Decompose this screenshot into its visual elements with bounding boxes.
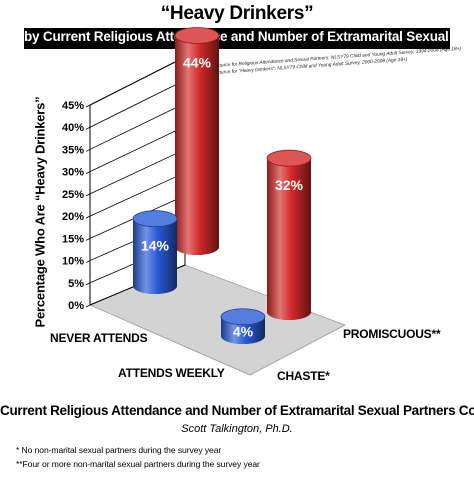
- y-tick: [85, 104, 91, 108]
- gridline: [89, 149, 186, 195]
- y-tick-label: 30%: [62, 167, 84, 179]
- chart-subtitle: by Current Religious Attendance and Numb…: [24, 29, 474, 44]
- bar-bottom-rim: [267, 304, 311, 320]
- y-tick: [85, 149, 91, 152]
- author: Scott Talkington, Ph.D.: [181, 423, 293, 435]
- footnote-chaste: * No non-marital sexual partners during …: [16, 445, 222, 455]
- y-tick-label: 10%: [62, 256, 84, 268]
- subtitle-banner: by Current Religious Attendance and Numb…: [24, 28, 474, 49]
- gridline: [89, 56, 186, 106]
- y-tick-label: 5%: [68, 278, 84, 290]
- bar-top: [132, 210, 178, 228]
- category-never-attends: NEVER ATTENDS: [50, 331, 148, 345]
- bar-bottom-rim: [175, 239, 219, 255]
- bar-bottom-rim: [133, 278, 177, 294]
- bar: [133, 218, 177, 286]
- bar-top: [266, 149, 312, 167]
- y-tick-label: 20%: [62, 211, 84, 223]
- y-tick: [85, 282, 91, 286]
- chart-plot: 0% 5% 10% 15% 20% 25% 30% 35% 40% 45% 44% 14% 32% 4%: [62, 27, 346, 376]
- y-tick: [85, 215, 91, 219]
- gridline: [89, 102, 186, 150]
- category-chaste: CHASTE*: [277, 369, 330, 383]
- y-tick-label: 15%: [62, 233, 84, 245]
- category-attends-weekly: ATTENDS WEEKLY: [118, 366, 225, 380]
- bar-value-label: 4%: [233, 323, 254, 339]
- footnote-promiscuous: **Four or more non-marital sexual partne…: [16, 459, 260, 469]
- category-promiscuous: PROMISCUOUS**: [343, 327, 441, 341]
- y-tick: [85, 304, 91, 308]
- gridline: [89, 125, 186, 173]
- gridline: [89, 79, 186, 128]
- y-tick: [85, 193, 91, 197]
- footer-title: Current Religious Attendance and Number …: [0, 403, 474, 418]
- y-tick: [85, 260, 91, 263]
- bar-top: [220, 308, 266, 326]
- y-tick-label: 40%: [62, 122, 84, 134]
- y-tick-label: 25%: [62, 189, 84, 201]
- chart-title: “Heavy Drinkers”: [160, 3, 314, 24]
- bar-top: [174, 27, 220, 44]
- gridline: [89, 172, 186, 217]
- bar-value-label: 14%: [141, 238, 170, 254]
- bar-value-label: 44%: [183, 54, 212, 70]
- bar: [175, 35, 219, 248]
- y-tick: [85, 237, 91, 241]
- y-tick-label: 0%: [68, 300, 84, 312]
- y-tick-label: 45%: [62, 100, 84, 112]
- bar-value-label: 32%: [275, 177, 304, 193]
- y-axis-label: Percentage Who Are “Heavy Drinkers”: [32, 96, 48, 328]
- y-tick: [85, 126, 91, 130]
- y-tick: [85, 171, 91, 175]
- y-tick-label: 35%: [62, 144, 84, 156]
- bar: [267, 158, 311, 312]
- bar-bottom-rim: [221, 328, 265, 344]
